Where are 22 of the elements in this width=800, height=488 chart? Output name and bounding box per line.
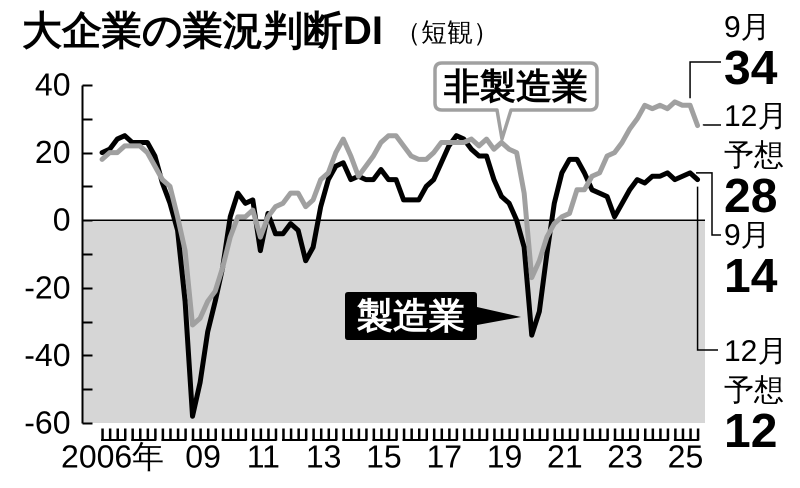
x-tick-label: 15: [366, 438, 402, 474]
annotation: 9月 34: [724, 11, 778, 95]
y-tick-label: 20: [34, 134, 70, 170]
y-tick-label: 0: [52, 202, 70, 238]
chart-subtitle: （短観）: [395, 17, 499, 47]
x-tick-label: 23: [607, 438, 643, 474]
x-tick-label: 25: [668, 438, 704, 474]
y-tick-label: -20: [24, 269, 70, 306]
x-tick-label: 09: [185, 438, 221, 474]
y-tick-label: -40: [24, 336, 70, 373]
x-tick-label: 19: [486, 438, 522, 474]
series-label: 非製造業: [443, 66, 588, 106]
series-label: 製造業: [356, 295, 465, 336]
annotation: 12月予想 12: [724, 335, 788, 458]
y-tick-label: 40: [34, 66, 70, 102]
x-tick-label: 11: [246, 438, 280, 474]
y-tick-label: -60: [24, 404, 70, 440]
chart-title: 大企業の業況判断DI: [22, 9, 383, 53]
x-tick-label: 17: [426, 438, 462, 474]
x-tick-label: 2006年: [61, 438, 164, 474]
x-tick-label: 13: [306, 438, 342, 474]
x-tick-label: 21: [547, 438, 583, 474]
